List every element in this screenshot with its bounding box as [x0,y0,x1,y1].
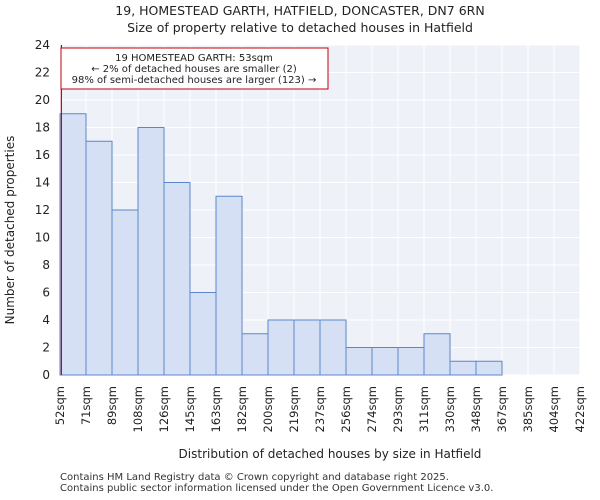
x-tick-label: 256sqm [339,386,353,432]
x-tick-label: 404sqm [547,386,561,432]
y-tick-label: 10 [35,231,50,245]
x-tick-label: 367sqm [495,386,509,432]
y-axis-label: Number of detached properties [3,136,17,325]
x-tick-label: 182sqm [235,386,249,432]
x-tick-label: 145sqm [183,386,197,432]
x-tick-label: 200sqm [261,386,275,432]
bar-274sqm [371,347,399,376]
y-tick-label: 4 [42,313,50,327]
x-tick-label: 71sqm [79,386,93,425]
y-tick-label: 8 [42,258,50,272]
y-tick-label: 22 [35,66,50,80]
bar-219sqm [293,319,321,376]
x-tick-label: 330sqm [443,386,457,432]
x-axis-label: Distribution of detached houses by size … [179,447,482,461]
annotation-line-3: 98% of semi-detached houses are larger (… [72,75,317,86]
x-tick-labels: 52sqm 71sqm 89sqm 108sqm 126sqm 145sqm 163sqm 1… [53,386,587,432]
x-tick-label: 126sqm [157,386,171,432]
x-tick-label: 108sqm [131,386,145,432]
bars [59,113,503,376]
x-tick-label: 422sqm [573,386,587,432]
y-tick-label: 16 [35,148,50,162]
bar-237sqm [319,319,347,376]
annotation-line-1: 19 HOMESTEAD GARTH: 53sqm [115,53,273,64]
bar-71sqm [85,140,113,376]
bar-200sqm [267,319,295,376]
y-tick-label: 24 [35,38,50,52]
y-tick-label: 18 [35,121,50,135]
chart-title-block: 19, HOMESTEAD GARTH, HATFIELD, DONCASTER… [0,2,600,36]
footer-line-1: Contains HM Land Registry data © Crown c… [60,472,449,483]
x-tick-label: 219sqm [287,386,301,432]
bar-145sqm [189,292,217,376]
chart-title: 19, HOMESTEAD GARTH, HATFIELD, DONCASTER… [115,3,485,18]
y-tick-label: 6 [42,286,50,300]
footer-credits: Contains HM Land Registry data © Crown c… [60,472,493,494]
bar-89sqm [111,209,139,376]
bar-311sqm [423,333,451,376]
x-tick-label: 237sqm [313,386,327,432]
bar-293sqm [397,347,425,376]
y-tick-label: 2 [42,341,50,355]
annotation-box: 19 HOMESTEAD GARTH: 53sqm ← 2% of detach… [60,47,329,90]
x-tick-label: 348sqm [469,386,483,432]
bar-330sqm [449,360,477,376]
y-tick-label: 12 [35,203,50,217]
bar-182sqm [241,333,269,376]
x-tick-label: 385sqm [521,386,535,432]
x-tick-label: 274sqm [365,386,379,432]
bar-163sqm [215,195,243,376]
x-tick-label: 293sqm [391,386,405,432]
x-tick-label: 311sqm [417,386,431,432]
bar-52sqm [59,113,87,376]
y-tick-label: 0 [42,368,50,382]
bar-348sqm [475,360,503,376]
x-tick-label: 89sqm [105,386,119,425]
annotation-line-2: ← 2% of detached houses are smaller (2) [91,64,297,75]
bar-126sqm [163,182,191,376]
chart-subtitle: Size of property relative to detached ho… [127,20,473,35]
x-tick-label: 163sqm [209,386,223,432]
footer-line-2: Contains public sector information licen… [60,483,494,494]
y-tick-label: 20 [35,93,50,107]
bar-108sqm [137,127,165,376]
x-tick-label: 52sqm [53,386,67,425]
y-tick-label: 14 [35,176,50,190]
bar-256sqm [345,347,373,376]
